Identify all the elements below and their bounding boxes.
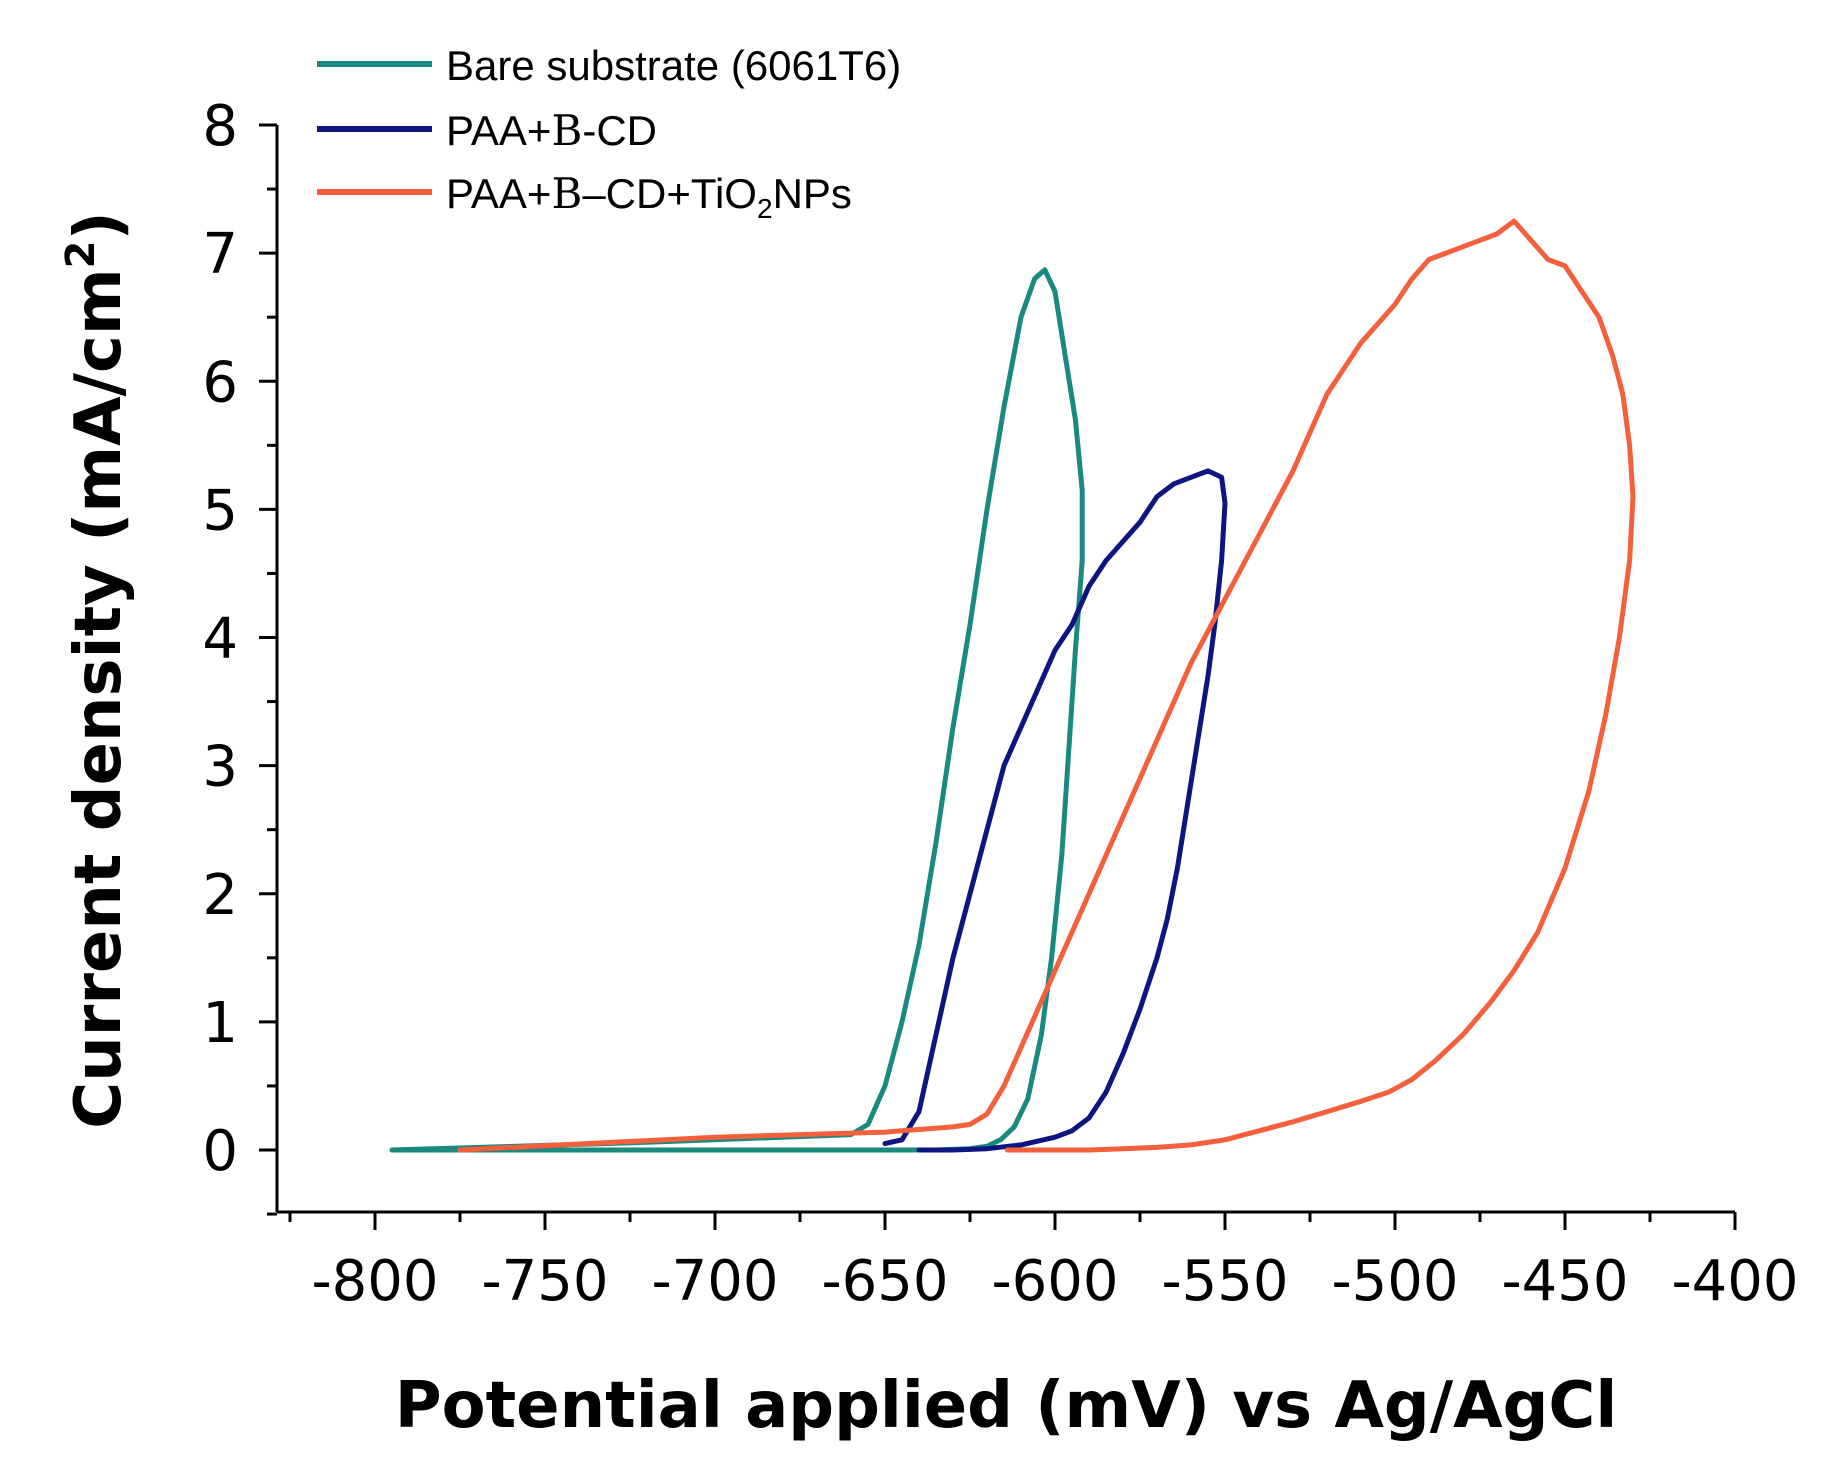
x-axis-title: Potential applied (mV) vs Ag/AgCl <box>395 1369 1618 1443</box>
y-tick-label: 1 <box>202 991 238 1056</box>
x-tick-label: -450 <box>1501 1249 1628 1314</box>
y-tick-label: 4 <box>202 607 238 672</box>
y-tick-label: 0 <box>202 1119 238 1184</box>
x-tick-label: -400 <box>1671 1249 1798 1314</box>
legend-label-paa-bcd: PAA+B-CD <box>446 106 657 155</box>
x-tick-label: -750 <box>481 1249 608 1314</box>
y-axis-title-sup: 2 <box>58 241 104 269</box>
y-tick-label: 3 <box>202 735 238 800</box>
y-tick-label: 7 <box>202 222 238 287</box>
y-tick-label: 8 <box>202 94 238 159</box>
series-layer <box>389 218 1636 1153</box>
tick-labels: -800 -750 -700 -650 -600 -550 -500 -450 -400 0 1 2 3… <box>202 94 1798 1314</box>
legend-label-bare: Bare substrate (6061T6) <box>446 42 901 89</box>
x-tick-label: -700 <box>651 1249 778 1314</box>
series-paa-bcd <box>882 468 1228 1153</box>
series-paa-bcd-tio2 <box>457 218 1636 1153</box>
y-tick-label: 2 <box>202 863 238 928</box>
y-tick-label: 5 <box>202 478 238 543</box>
legend-label-paa-bcd-tio2: PAA+B–CD+TiO2NPs <box>446 169 852 224</box>
legend: Bare substrate (6061T6) PAA+B-CD PAA+B–C… <box>317 42 901 224</box>
y-axis-title-end: ) <box>62 211 136 240</box>
y-axis-title: Current density (mA/cm2) <box>58 211 136 1128</box>
x-tick-label: -800 <box>311 1249 438 1314</box>
x-tick-label: -500 <box>1331 1249 1458 1314</box>
axes <box>275 125 1735 1214</box>
x-tick-label: -600 <box>991 1249 1118 1314</box>
y-axis-title-main: Current density (mA/cm <box>62 268 136 1128</box>
series-bare-substrate <box>389 267 1085 1153</box>
x-tick-label: -650 <box>821 1249 948 1314</box>
x-tick-label: -550 <box>1161 1249 1288 1314</box>
ticks <box>259 123 1737 1230</box>
y-tick-label: 6 <box>202 350 238 415</box>
